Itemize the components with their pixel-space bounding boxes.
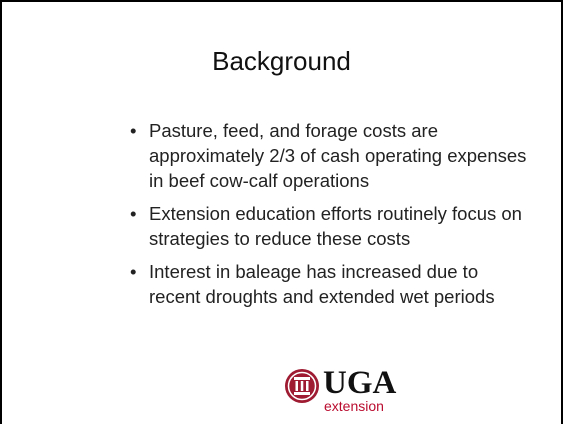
bullet-item: Interest in baleage has increased due to… — [130, 259, 530, 309]
logo-subtext: extension — [324, 398, 384, 414]
slide-title: Background — [212, 46, 351, 76]
bullet-list: Pasture, feed, and forage costs are appr… — [130, 118, 530, 317]
logo-text: UGA — [323, 365, 397, 401]
bullet-item: Pasture, feed, and forage costs are appr… — [130, 118, 530, 193]
bullet-item: Extension education efforts routinely fo… — [130, 201, 530, 251]
